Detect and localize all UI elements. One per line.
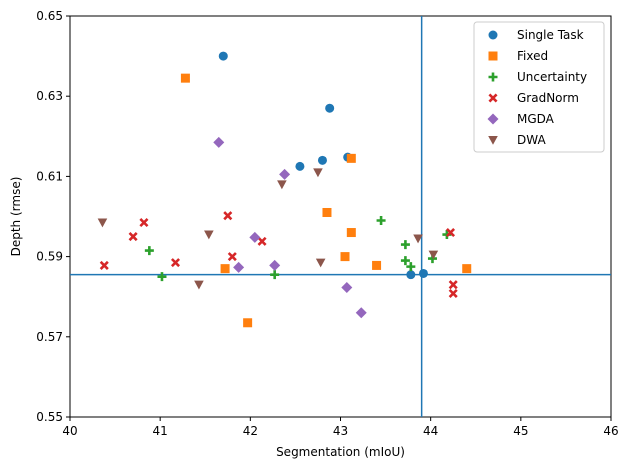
legend-item-fixed: Fixed [488, 49, 548, 63]
data-point-uncertainty [400, 256, 410, 266]
legend: Single Task Fixed Uncertainty GradNorm M… [473, 21, 605, 153]
legend-label-gradnorm: GradNorm [517, 91, 579, 105]
x-tick-label: 42 [243, 424, 258, 438]
data-point-gradnorm [128, 232, 138, 242]
data-point-gradnorm [139, 217, 149, 228]
data-point-mgda [213, 136, 225, 148]
data-point-fixed [243, 318, 253, 328]
data-point-gradnorm [223, 211, 233, 221]
data-point-fixed [346, 153, 356, 163]
legend-marker-circle [488, 30, 498, 40]
data-point-fixed [340, 252, 350, 262]
x-tick-label: 45 [513, 424, 528, 438]
data-point-mgda [269, 259, 281, 271]
data-point-gradnorm [445, 228, 456, 238]
legend-label-single-task: Single Task [517, 28, 584, 42]
data-point-fixed [220, 264, 230, 274]
legend-swatch-plus [488, 72, 498, 82]
data-point-fixed [372, 260, 382, 270]
legend-marker-plus [488, 72, 498, 82]
legend-swatch-x [488, 93, 498, 103]
data-point-dwa [194, 280, 204, 290]
data-point-single-task [218, 51, 228, 61]
x-tick-label: 40 [62, 424, 77, 438]
data-point-mgda [341, 281, 353, 293]
legend-marker-triangle-down [488, 136, 498, 145]
data-point-single-task [325, 103, 335, 113]
data-point-uncertainty [144, 246, 154, 256]
data-point-uncertainty [406, 262, 416, 272]
legend-box [473, 21, 605, 153]
y-tick-label: 0.55 [36, 410, 63, 424]
data-point-gradnorm [448, 288, 458, 299]
legend-label-mgda: MGDA [517, 112, 555, 126]
data-point-gradnorm [99, 260, 109, 270]
data-point-dwa [204, 230, 214, 240]
legend-swatch-square [488, 51, 498, 61]
data-point-uncertainty [400, 240, 410, 250]
data-point-dwa [97, 218, 108, 228]
legend-item-gradnorm: GradNorm [488, 91, 579, 105]
y-tick-label: 0.59 [36, 250, 63, 264]
data-point-gradnorm [448, 280, 458, 290]
y-tick-label: 0.63 [36, 89, 63, 103]
legend-label-dwa: DWA [517, 133, 546, 147]
x-axis-ticks: 40 41 42 43 44 45 46 [62, 417, 619, 438]
reference-lines [70, 16, 611, 417]
x-tick-label: 41 [153, 424, 168, 438]
data-point-single-task [317, 155, 327, 165]
data-point-dwa [428, 250, 439, 260]
data-point-uncertainty [376, 216, 386, 226]
x-axis-label: Segmentation (mIoU) [276, 445, 405, 459]
y-axis-label: Depth (rmse) [9, 177, 23, 257]
legend-item-single-task: Single Task [488, 28, 584, 42]
x-tick-label: 43 [333, 424, 348, 438]
data-point-dwa [315, 258, 326, 268]
data-point-dwa [277, 180, 287, 190]
y-tick-label: 0.65 [36, 9, 63, 23]
x-tick-label: 46 [603, 424, 618, 438]
legend-item-mgda: MGDA [487, 112, 555, 126]
data-point-uncertainty [270, 270, 280, 280]
data-point-fixed [462, 264, 472, 274]
legend-item-uncertainty: Uncertainty [488, 70, 587, 84]
data-point-single-task [418, 268, 428, 278]
legend-label-fixed: Fixed [517, 49, 548, 63]
legend-swatch-diamond [487, 113, 499, 125]
data-point-uncertainty [157, 272, 167, 282]
data-point-fixed [322, 207, 332, 217]
data-point-mgda [355, 307, 367, 319]
legend-marker-square [488, 51, 498, 61]
legend-label-uncertainty: Uncertainty [517, 70, 587, 84]
data-point-gradnorm [227, 252, 237, 262]
y-tick-label: 0.61 [36, 169, 63, 183]
data-point-gradnorm [170, 258, 181, 268]
data-point-gradnorm [257, 236, 267, 246]
y-tick-label: 0.57 [36, 330, 63, 344]
y-axis-ticks: 0.55 0.57 0.59 0.61 0.63 0.65 [36, 9, 70, 424]
data-point-dwa [313, 168, 323, 178]
legend-marker-x [488, 93, 498, 103]
data-point-single-task [295, 161, 305, 171]
legend-items: Single Task Fixed Uncertainty GradNorm M… [487, 28, 587, 147]
data-point-fixed [180, 73, 190, 83]
legend-marker-diamond [487, 113, 499, 125]
data-point-mgda [249, 231, 261, 243]
data-point-single-task [406, 270, 416, 280]
data-point-mgda [233, 261, 245, 273]
data-point-fixed [346, 228, 356, 238]
legend-swatch-triangle-down [488, 136, 498, 145]
legend-item-dwa: DWA [488, 133, 546, 147]
data-point-mgda [279, 168, 291, 180]
legend-swatch-circle [488, 30, 498, 40]
data-point-dwa [413, 234, 423, 244]
x-tick-label: 44 [423, 424, 438, 438]
data-points [97, 51, 472, 328]
